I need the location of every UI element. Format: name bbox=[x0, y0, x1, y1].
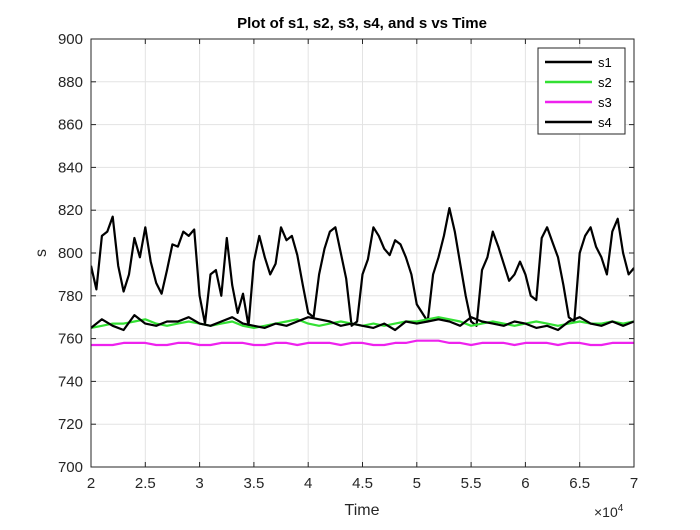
y-tick-label: 720 bbox=[58, 416, 83, 433]
y-tick-label: 800 bbox=[58, 245, 83, 262]
series-line-s4 bbox=[91, 314, 634, 332]
x-axis-exponent-base: ×10 bbox=[594, 504, 618, 520]
x-axis-exponent-power: 4 bbox=[618, 503, 624, 514]
legend-label-s3: s3 bbox=[598, 95, 612, 110]
y-tick-label: 880 bbox=[58, 74, 83, 91]
y-tick-label: 780 bbox=[58, 288, 83, 305]
y-tick-label: 900 bbox=[58, 31, 83, 48]
x-tick-label: 4.5 bbox=[352, 475, 373, 492]
ticks: 2 2.5 3 3.5 4 4.5 5 5.5 6 6.5 7 700 720 740 760 780 800 8… bbox=[58, 31, 638, 492]
x-tick-label: 4 bbox=[304, 475, 312, 492]
series-group bbox=[91, 207, 634, 347]
y-axis-label: s bbox=[33, 249, 50, 257]
legend: s1 s2 s3 s4 bbox=[537, 47, 626, 135]
x-tick-label: 3 bbox=[195, 475, 203, 492]
legend-label-s2: s2 bbox=[598, 75, 612, 90]
y-tick-label: 700 bbox=[58, 459, 83, 476]
y-tick-label: 760 bbox=[58, 331, 83, 348]
series-line-s3 bbox=[91, 339, 634, 347]
y-tick-label: 860 bbox=[58, 117, 83, 134]
x-axis-label: Time bbox=[345, 502, 380, 519]
x-tick-label: 2.5 bbox=[135, 475, 156, 492]
x-tick-label: 2 bbox=[87, 475, 95, 492]
series-line-s1 bbox=[91, 207, 634, 327]
y-tick-label: 820 bbox=[58, 202, 83, 219]
x-tick-label: 5 bbox=[413, 475, 421, 492]
legend-label-s4: s4 bbox=[598, 115, 612, 130]
chart-title: Plot of s1, s2, s3, s4, and s vs Time bbox=[237, 15, 487, 32]
x-tick-label: 6.5 bbox=[569, 475, 590, 492]
x-axis-exponent: ×104 bbox=[594, 503, 624, 520]
y-tick-label: 840 bbox=[58, 159, 83, 176]
x-tick-label: 6 bbox=[521, 475, 529, 492]
legend-label-s1: s1 bbox=[598, 55, 612, 70]
y-tick-label: 740 bbox=[58, 373, 83, 390]
x-tick-label: 3.5 bbox=[243, 475, 264, 492]
x-tick-label: 7 bbox=[630, 475, 638, 492]
x-tick-label: 5.5 bbox=[461, 475, 482, 492]
